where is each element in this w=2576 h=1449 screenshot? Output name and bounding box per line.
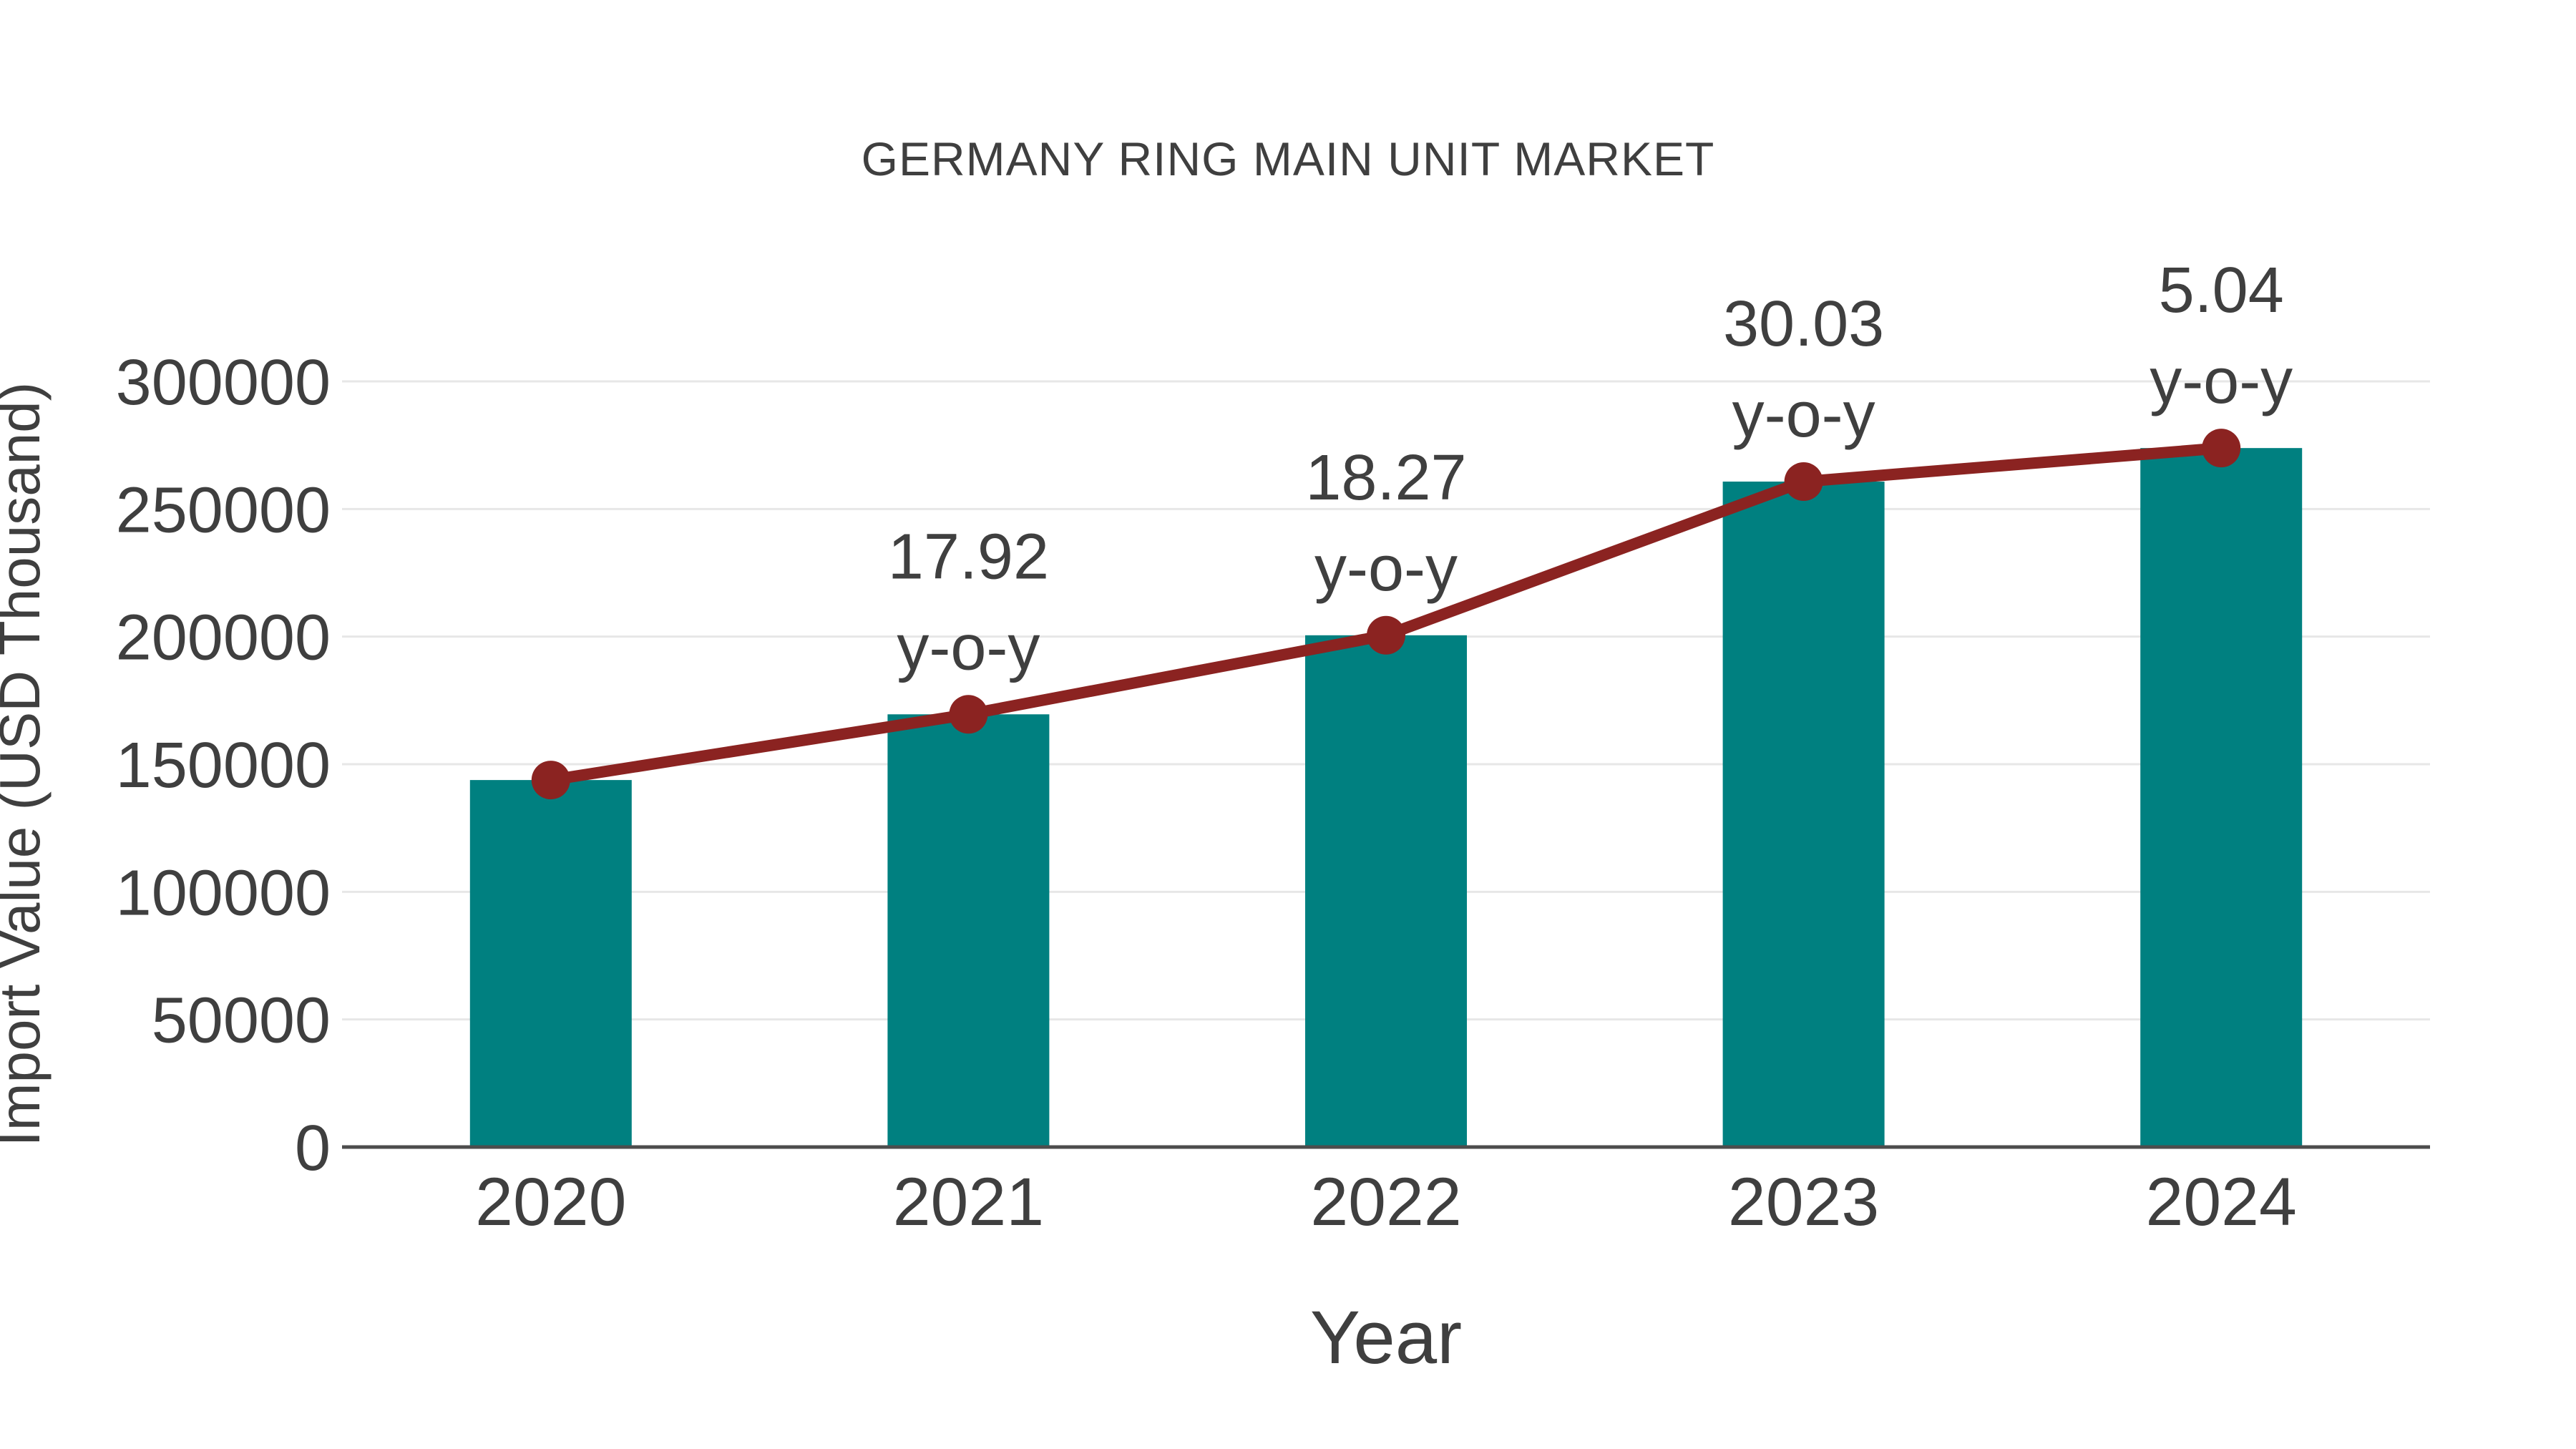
marker-2023	[1784, 462, 1823, 502]
x-tick-label: 2022	[1310, 1164, 1461, 1240]
yoy-suffix-label: y-o-y	[897, 612, 1040, 683]
x-tick-label: 2020	[475, 1164, 626, 1240]
yoy-suffix-label: y-o-y	[1732, 379, 1875, 451]
bars-layer	[469, 448, 2303, 1147]
yoy-suffix-label: y-o-y	[2150, 346, 2293, 417]
x-tick-label: 2021	[893, 1164, 1044, 1240]
y-axis-title: Import Value (USD Thousand)	[0, 382, 52, 1147]
y-tick-label: 200000	[116, 602, 331, 674]
bar-2022	[1305, 635, 1467, 1147]
markers-layer	[531, 429, 2241, 800]
marker-2020	[531, 761, 570, 800]
yoy-suffix-label: y-o-y	[1314, 533, 1458, 605]
y-tick-label: 250000	[116, 474, 331, 546]
bar-2024	[2140, 448, 2303, 1147]
chart-title: GERMANY RING MAIN UNIT MARKET	[862, 132, 1715, 185]
y-tick-label: 50000	[152, 985, 331, 1057]
y-tick-label: 300000	[116, 347, 331, 419]
x-axis-title: Year	[1310, 1296, 1462, 1380]
bar-2023	[1722, 482, 1885, 1147]
marker-2024	[2202, 429, 2241, 468]
yoy-value-label: 5.04	[2159, 255, 2284, 326]
yoy-value-label: 17.92	[888, 521, 1049, 592]
yoy-value-label: 18.27	[1305, 442, 1466, 514]
y-tick-label: 100000	[116, 857, 331, 929]
bar-2020	[469, 780, 632, 1147]
y-tick-label: 150000	[116, 730, 331, 801]
marker-2022	[1367, 615, 1405, 655]
x-tick-label: 2024	[2146, 1164, 2297, 1240]
tick-labels-layer: 0 50000 100000 150000 200000 250000 300000 2020…	[116, 347, 2297, 1240]
y-tick-label: 0	[295, 1113, 331, 1184]
x-tick-label: 2023	[1728, 1164, 1879, 1240]
annotations-layer: 17.92 y-o-y 18.27 y-o-y 30.03 y-o-y 5.04 y-o-y	[888, 255, 2293, 683]
yoy-value-label: 30.03	[1723, 288, 1884, 360]
marker-2021	[949, 695, 988, 734]
bar-2021	[887, 714, 1050, 1147]
